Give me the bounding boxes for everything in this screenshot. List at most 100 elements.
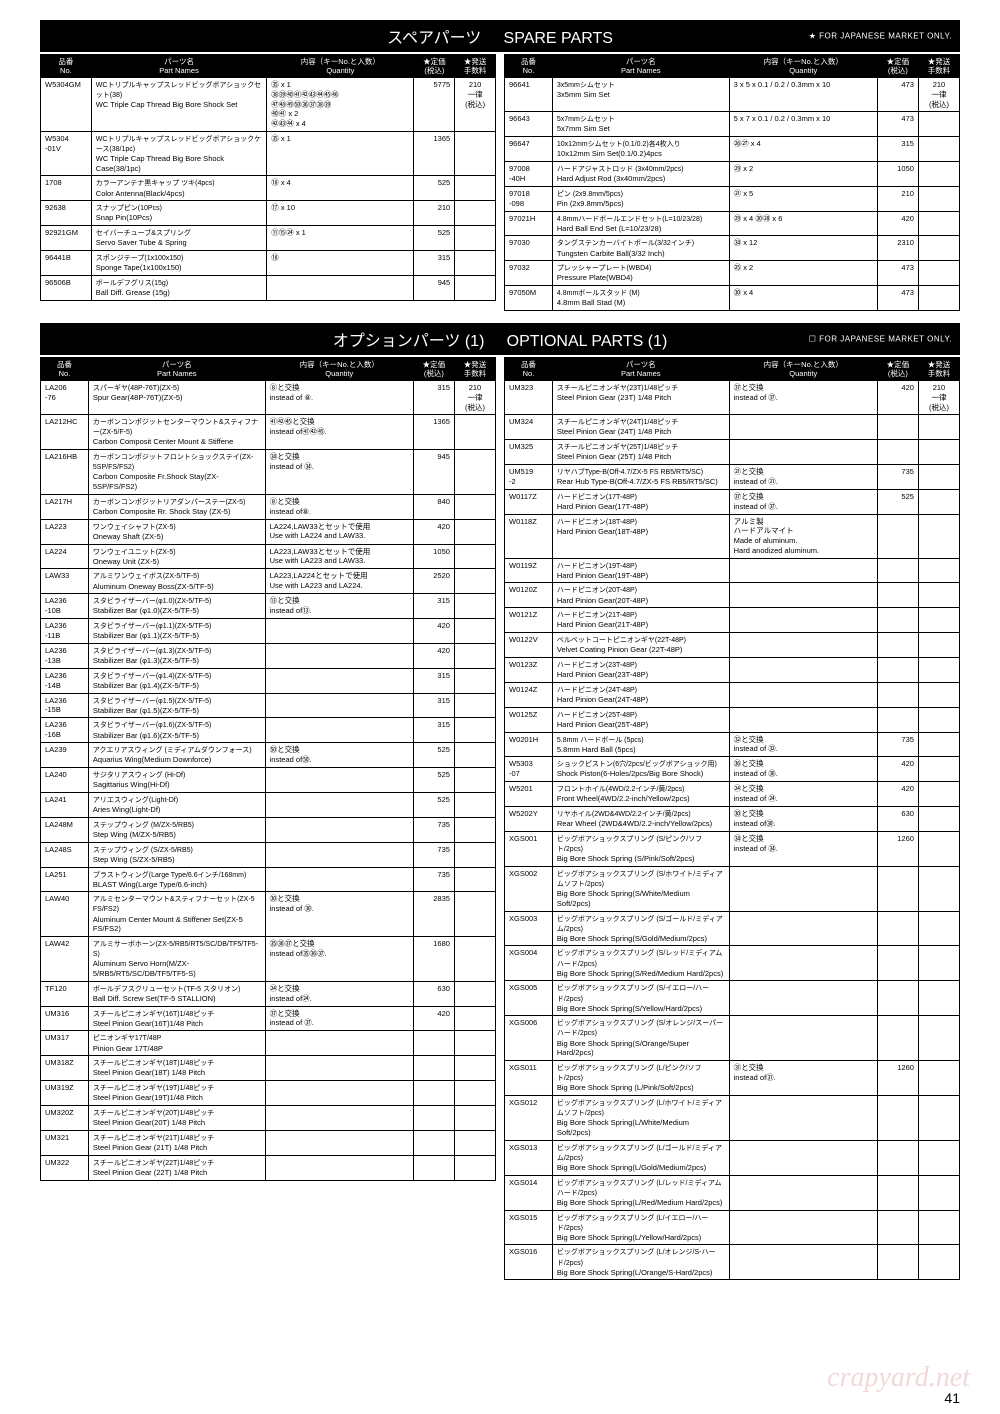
cell-no: LAW40 <box>41 892 89 937</box>
cell-qty <box>265 768 413 793</box>
cell-no: UM318Z <box>41 1056 89 1081</box>
table-row: LA248Mステップウィング (M/ZX-5/RB5)Step Wing (M/… <box>41 817 496 842</box>
cell-qty: ㉟㊱㊲と交換instead of㉟㊱㊲. <box>265 937 413 982</box>
cell-no: 96643 <box>505 112 553 137</box>
cell-name: ビッグボアショックスプリング (S/ピンク/ソフト/2pcs)Big Bore … <box>552 831 729 866</box>
table-row: 96506Bボールデフグリス(15g)Ball Diff. Grease (15… <box>41 275 496 300</box>
cell-name: ステップウィング (S/ZX-5/RB5)Step Wing (S/ZX-5/R… <box>88 842 265 867</box>
cell-price: 420 <box>413 643 454 668</box>
cell-price <box>413 1056 454 1081</box>
table-row: 96441Bスポンジテープ(1x100x150)Sponge Tape(1x10… <box>41 250 496 275</box>
cell-no: XGS004 <box>505 946 553 981</box>
col-header-price: ★定価(税込) <box>414 55 455 78</box>
cell-ship <box>454 867 495 892</box>
col-header-qty: 内容（キーNo.と入数）Quantity <box>729 358 877 381</box>
col-header-no: 品番No. <box>41 55 92 78</box>
cell-ship <box>918 489 959 514</box>
cell-name: ステップウィング (M/ZX-5/RB5)Step Wing (M/ZX-5/R… <box>88 817 265 842</box>
cell-price <box>413 1130 454 1155</box>
cell-price <box>877 707 918 732</box>
cell-no: W0124Z <box>505 682 553 707</box>
cell-no: 92921GM <box>41 226 92 251</box>
cell-no: LA212HC <box>41 415 89 450</box>
cell-qty <box>729 911 877 946</box>
cell-no: 97032 <box>505 261 553 286</box>
cell-ship <box>918 211 959 236</box>
cell-no: LA236-10B <box>41 594 89 619</box>
cell-name: スタビライザーバー(φ1.5)(ZX-5/TF-5)Stabilizer Bar… <box>88 693 265 718</box>
cell-ship <box>454 693 495 718</box>
cell-qty <box>265 718 413 743</box>
cell-no: LAW33 <box>41 569 89 594</box>
table-row: LA239アクエリアスウィング (ミディアムダウンフォース)Aquarius W… <box>41 743 496 768</box>
table-row: LA236-15Bスタビライザーバー(φ1.5)(ZX-5/TF-5)Stabi… <box>41 693 496 718</box>
cell-qty: 5 x 7 x 0.1 / 0.2 / 0.3mm x 10 <box>729 112 877 137</box>
cell-qty: ㉚と交換instead of ㉚. <box>265 892 413 937</box>
cell-qty: ㊱と交換instead of ㊱. <box>729 757 877 782</box>
cell-no: 97050M <box>505 286 553 311</box>
cell-ship <box>918 946 959 981</box>
cell-no: TF120 <box>41 981 89 1006</box>
table-row: 97030タングステンカーバイトボール(3/32インチ)Tungsten Car… <box>505 236 960 261</box>
cell-qty: ⑧と交換instead of ⑧. <box>265 381 413 415</box>
table-row: W5304GMWCトリプルキャップスレッドビッグボアショックセット(38)WC … <box>41 78 496 132</box>
cell-ship <box>454 450 495 495</box>
table-row: UM316スチールピニオンギヤ(16T)1/48ピッチSteel Pinion … <box>41 1006 496 1031</box>
cell-name: アルミワンウェイボス(ZX-5/TF-5)Aluminum Oneway Bos… <box>88 569 265 594</box>
cell-qty: LA224,LAW33とセットで使用Use with LA224 and LAW… <box>265 519 413 544</box>
cell-price <box>877 682 918 707</box>
cell-qty <box>729 1140 877 1175</box>
cell-price <box>877 514 918 558</box>
cell-price: 525 <box>414 176 455 201</box>
table-row: W0201H5.8mm ハードボール (5pcs)5.8mm Hard Ball… <box>505 732 960 757</box>
cell-ship <box>918 514 959 558</box>
table-row: W0120Zハードピニオン(20T-48P)Hard Pinion Gear(2… <box>505 583 960 608</box>
cell-name: サジタリアスウィング (Hi-Df)Sagittarius Wing(Hi-Df… <box>88 768 265 793</box>
cell-name: カラーアンテナ黒キャップ ツキ(4pcs)Color Antenna(Black… <box>91 176 266 201</box>
cell-no: XGS012 <box>505 1095 553 1140</box>
cell-no: 96506B <box>41 275 92 300</box>
spare-parts-header: スペアパーツ SPARE PARTS ★ FOR JAPANESE MARKET… <box>40 20 960 52</box>
cell-name: ビッグボアショックスプリング (S/ゴールド/ミディアム/2pcs)Big Bo… <box>552 911 729 946</box>
table-row: W0119Zハードピニオン(19T-48P)Hard Pinion Gear(1… <box>505 558 960 583</box>
cell-name: ハードピニオン(25T-48P)Hard Pinion Gear(25T-48P… <box>552 707 729 732</box>
cell-no: LA223 <box>41 519 89 544</box>
cell-price: 840 <box>413 494 454 519</box>
cell-ship <box>454 793 495 818</box>
cell-ship <box>918 558 959 583</box>
table-row: LA236-14Bスタビライザーバー(φ1.4)(ZX-5/TF-5)Stabi… <box>41 668 496 693</box>
cell-price <box>877 1140 918 1175</box>
cell-price: 2310 <box>877 236 918 261</box>
cell-ship <box>918 782 959 807</box>
table-row: LA251ブラストウィング(Large Type/6.6インチ/168mm)BL… <box>41 867 496 892</box>
spare-title-jp: スペアパーツ <box>387 30 481 47</box>
table-row: 966435x7mmシムセット5x7mm Sim Set5 x 7 x 0.1 … <box>505 112 960 137</box>
cell-qty <box>265 693 413 718</box>
cell-ship <box>918 732 959 757</box>
cell-qty: ㉜と交換instead of ㉜. <box>729 732 877 757</box>
cell-ship <box>454 544 495 569</box>
cell-ship <box>918 658 959 683</box>
table-row: W5304-01VWCトリプルキャップスレッドビッグボアショックケース(38/1… <box>41 131 496 176</box>
cell-price <box>413 1031 454 1056</box>
cell-price: 420 <box>413 619 454 644</box>
cell-price: 5775 <box>414 78 455 132</box>
cell-price <box>877 1095 918 1140</box>
spare-table-left: 品番No.パーツ名Part Names内容（キーNo.と入数）Quantity★… <box>40 54 496 301</box>
cell-qty <box>265 793 413 818</box>
cell-ship <box>918 831 959 866</box>
cell-name: アルミセンターマウント&スティフナーセット(ZX-5 FS/FS2)Alumin… <box>88 892 265 937</box>
cell-qty <box>729 440 877 465</box>
cell-no: UM317 <box>41 1031 89 1056</box>
cell-name: ビッグボアショックスプリング (L/ピンク/ソフト/2pcs)Big Bore … <box>552 1061 729 1096</box>
cell-ship <box>918 440 959 465</box>
cell-name: スチールピニオンギヤ(21T)1/48ピッチSteel Pinion Gear … <box>88 1130 265 1155</box>
table-row: W0121Zハードピニオン(21T-48P)Hard Pinion Gear(2… <box>505 608 960 633</box>
cell-qty <box>729 415 877 440</box>
cell-name: ブラストウィング(Large Type/6.6インチ/168mm)BLAST W… <box>88 867 265 892</box>
cell-no: UM325 <box>505 440 553 465</box>
cell-ship <box>918 1245 959 1280</box>
cell-name: ハードピニオン(18T-48P)Hard Pinion Gear(18T-48P… <box>552 514 729 558</box>
cell-ship <box>454 1031 495 1056</box>
cell-price <box>413 1105 454 1130</box>
